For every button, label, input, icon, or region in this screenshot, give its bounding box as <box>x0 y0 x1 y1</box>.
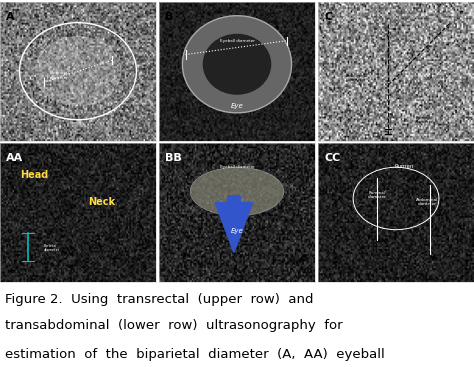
Text: Eye: Eye <box>231 228 243 234</box>
Text: transabdominal  (lower  row)  ultrasonography  for: transabdominal (lower row) ultrasonograp… <box>5 319 342 332</box>
Text: estimation  of  the  biparietal  diameter  (A,  AA)  eyeball: estimation of the biparietal diameter (A… <box>5 348 384 361</box>
Text: Eye: Eye <box>231 103 243 109</box>
Text: Eyeball diameter: Eyeball diameter <box>219 165 255 169</box>
Text: CC: CC <box>324 153 340 163</box>
Circle shape <box>182 16 292 113</box>
Text: Figure 2.  Using  transrectal  (upper  row)  and: Figure 2. Using transrectal (upper row) … <box>5 292 313 306</box>
Text: Abdominal
diameter: Abdominal diameter <box>416 198 438 206</box>
Circle shape <box>203 34 271 95</box>
Text: Rumen: Rumen <box>394 164 413 169</box>
Text: AA: AA <box>6 153 24 163</box>
FancyArrow shape <box>215 196 253 252</box>
Text: Eyeball diameter: Eyeball diameter <box>219 40 255 43</box>
Text: C: C <box>324 11 332 22</box>
Text: Ruminal
diameter: Ruminal diameter <box>415 116 434 124</box>
Text: Biparietal
diameter: Biparietal diameter <box>49 71 69 80</box>
Ellipse shape <box>35 37 121 106</box>
Text: Neck: Neck <box>88 197 115 207</box>
Text: BB: BB <box>165 153 182 163</box>
Text: A: A <box>6 11 15 22</box>
Text: B: B <box>165 11 173 22</box>
Text: Head: Head <box>20 170 48 180</box>
Text: Ruminal
diameter: Ruminal diameter <box>368 191 387 200</box>
Text: Abdominal
diameter: Abdominal diameter <box>346 74 368 83</box>
Text: Parietal
diameter: Parietal diameter <box>44 244 60 252</box>
Ellipse shape <box>190 167 284 216</box>
